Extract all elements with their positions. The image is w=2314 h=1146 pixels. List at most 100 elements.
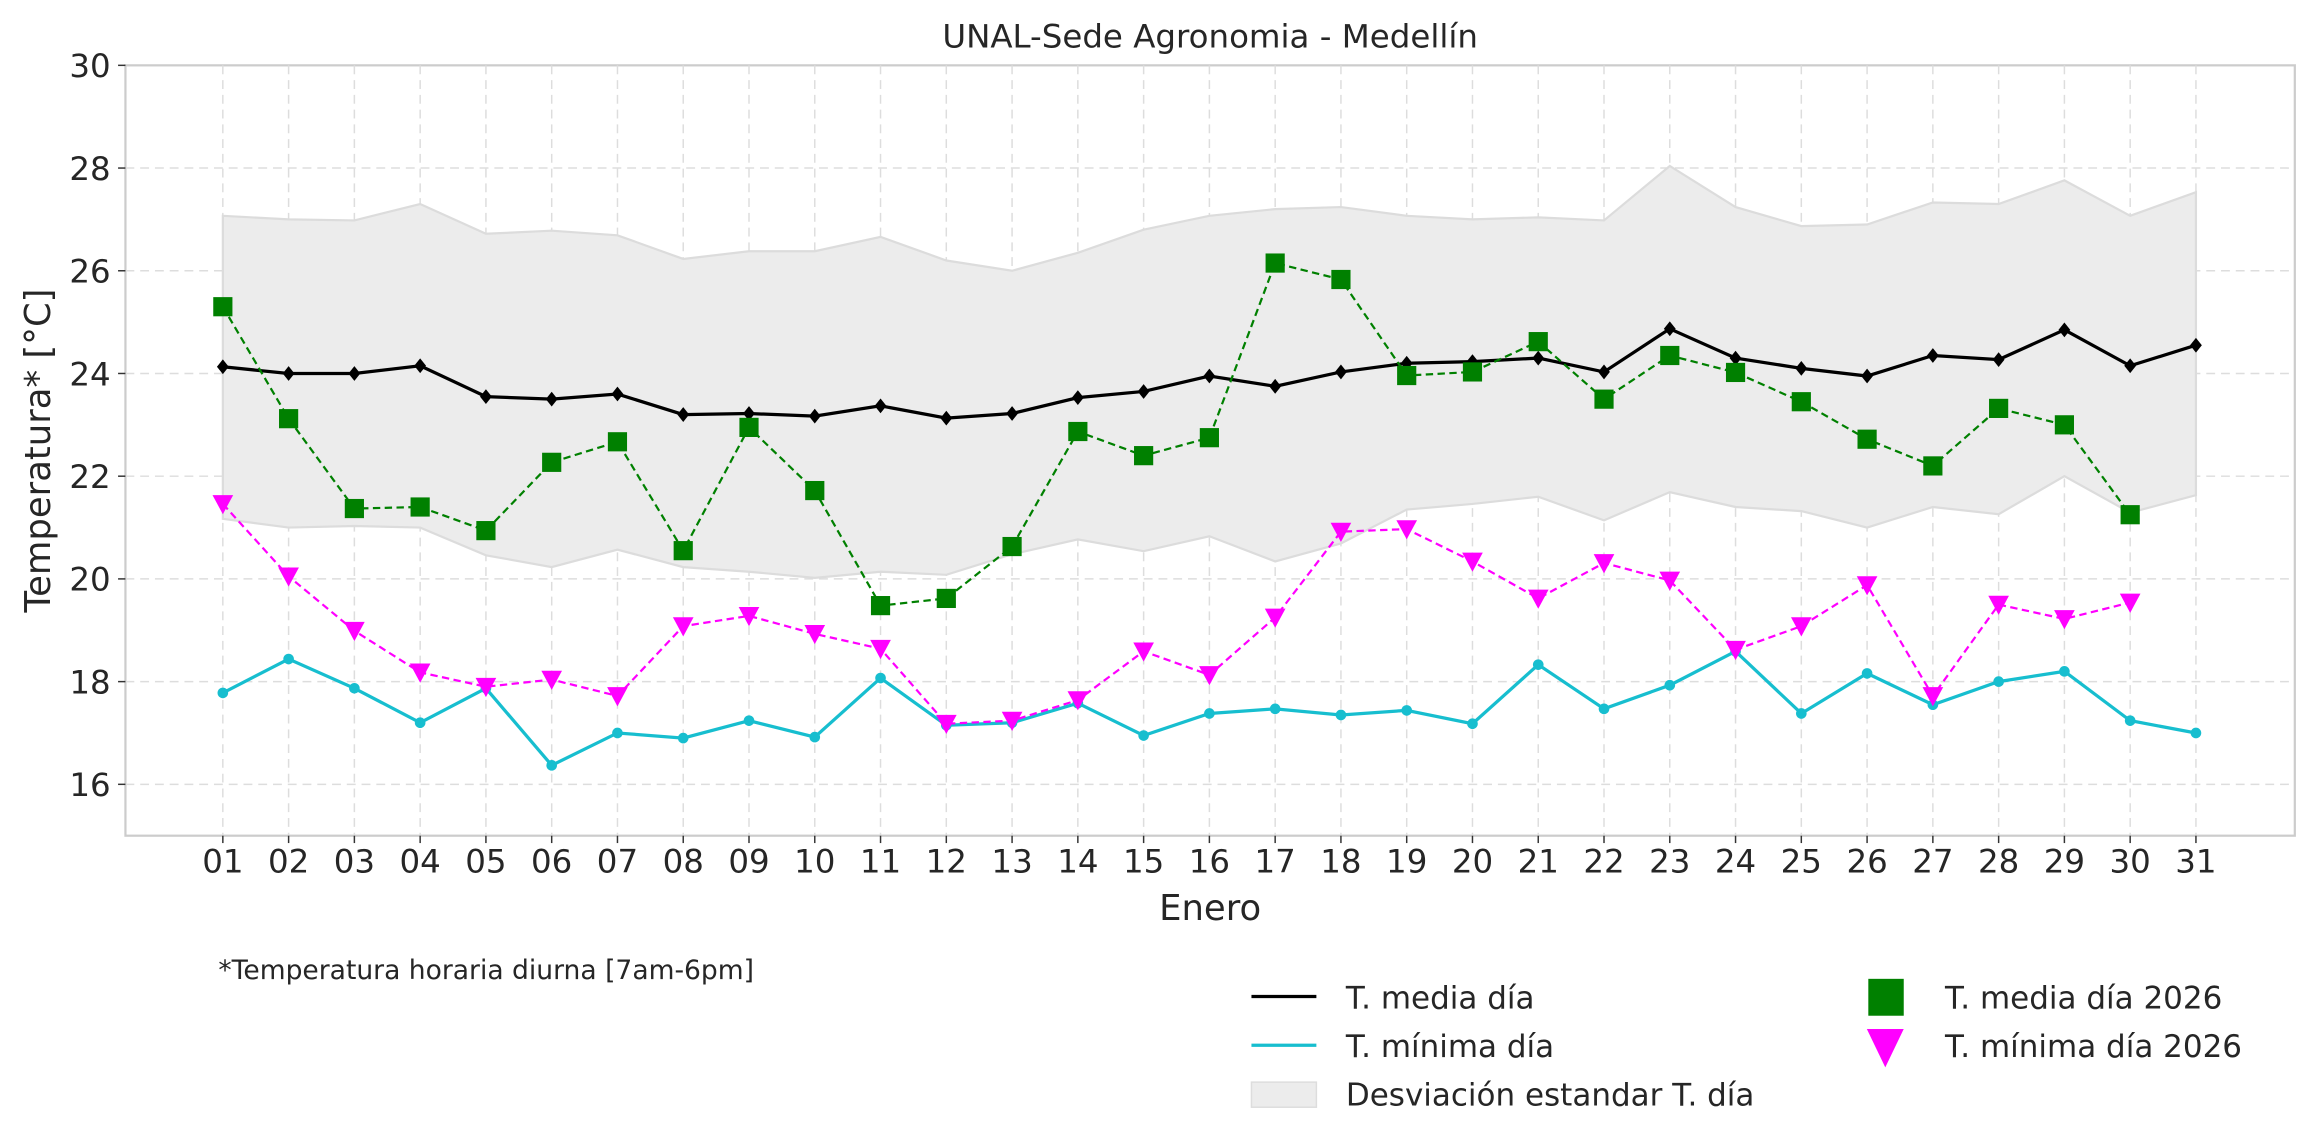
data-point-minima-2026 (1659, 571, 1681, 591)
data-point-minima (283, 653, 294, 665)
data-point-minima (875, 672, 886, 684)
data-point-minima-2026 (1199, 666, 1220, 686)
x-tick-label: 06 (531, 843, 572, 881)
data-point-media (1203, 368, 1216, 384)
data-point-media-2026 (1791, 392, 1811, 412)
x-tick-label: 22 (1583, 843, 1624, 881)
data-point-media-2026 (1265, 253, 1285, 273)
data-point-minima-2026 (1725, 640, 1746, 661)
data-point-media (677, 407, 690, 422)
y-tick-label: 18 (69, 663, 110, 701)
data-point-minima-2026 (607, 687, 628, 707)
data-point-minima-2026 (1001, 711, 1023, 731)
legend-swatch-band (1250, 1081, 1318, 1108)
y-tick-label: 22 (69, 458, 110, 496)
data-point-media-2026 (1199, 428, 1219, 448)
x-tick-label: 15 (1123, 843, 1164, 881)
x-tick-label: 30 (2110, 843, 2151, 881)
data-point-media-2026 (476, 521, 496, 541)
data-point-media (1861, 368, 1873, 384)
data-point-minima (414, 717, 426, 729)
data-point-minima-2026 (870, 639, 891, 660)
x-tick-label: 10 (794, 843, 835, 881)
y-tick-label: 26 (69, 253, 110, 291)
data-point-media-2026 (1594, 389, 1614, 409)
data-point-minima (1401, 705, 1413, 716)
data-point-minima (1664, 679, 1676, 691)
data-point-minima-2026 (1988, 595, 2009, 615)
x-tick-label: 31 (2175, 843, 2216, 881)
data-point-minima-2026 (1790, 617, 1812, 637)
x-tick-label: 19 (1386, 843, 1427, 881)
legend-label-band: Desviación estandar T. día (1346, 1078, 1755, 1114)
data-point-media-2026 (805, 480, 825, 501)
data-point-minima-2026 (1856, 576, 1878, 596)
data-point-minima (1861, 668, 1873, 679)
x-tick-label: 08 (663, 843, 704, 881)
legend-label-media-2026: T. media día 2026 (1944, 980, 2222, 1016)
data-point-media (1335, 364, 1347, 380)
data-point-media (2190, 337, 2202, 353)
data-point-minima (1335, 709, 1347, 721)
y-tick-label: 28 (69, 150, 110, 188)
footnote: *Temperatura horaria diurna [7am-6pm] (218, 955, 754, 986)
legend-item-band[interactable]: Desviación estandar T. día (1250, 1078, 1755, 1114)
legend-item-minima-2026[interactable]: T. mínima día 2026 (1866, 1029, 2242, 1068)
data-point-minima-2026 (672, 617, 694, 637)
data-point-media-2026 (1528, 332, 1548, 352)
legend: T. media día T. mínima día Desviación es… (1250, 978, 2242, 1114)
data-point-minima (1532, 659, 1544, 670)
data-point-minima-2026 (1264, 608, 1286, 628)
x-tick-label: 17 (1255, 843, 1296, 881)
legend-item-media-2026[interactable]: T. media día 2026 (1868, 978, 2222, 1017)
data-point-media (1992, 352, 2005, 367)
data-point-minima (809, 731, 821, 743)
y-tick-label: 20 (69, 561, 110, 599)
data-point-minima (1993, 676, 2004, 687)
data-point-minima-2026 (2054, 610, 2075, 630)
data-point-minima (1467, 718, 1478, 730)
data-point-media (940, 410, 953, 426)
data-point-media-2026 (1462, 362, 1483, 382)
data-point-minima (743, 715, 755, 726)
data-point-media-2026 (1989, 398, 2009, 418)
data-point-media (808, 408, 821, 424)
x-tick-label: 05 (465, 843, 506, 881)
data-point-media-2026 (1134, 446, 1154, 466)
x-axis-label: Enero (1159, 888, 1261, 929)
x-tick-label: 26 (1846, 843, 1887, 881)
data-point-media-2026 (936, 588, 956, 609)
legend-item-minima[interactable]: T. mínima día (1251, 1029, 1554, 1065)
data-point-minima-2026 (935, 714, 957, 735)
data-point-minima-2026 (738, 607, 760, 627)
x-tick-label: 04 (400, 843, 441, 881)
series-layer (212, 253, 2202, 771)
data-point-minima (2190, 727, 2202, 739)
x-tick-label: 03 (334, 843, 375, 881)
legend-label-minima-2026: T. mínima día 2026 (1944, 1029, 2242, 1065)
x-tick-label: 02 (268, 843, 309, 881)
x-tick-label: 12 (926, 843, 967, 881)
data-point-minima (2059, 666, 2070, 677)
y-axis: 16 18 20 22 24 26 28 30 (69, 47, 126, 804)
x-tick-label: 16 (1189, 843, 1230, 881)
data-point-media (1071, 390, 1084, 405)
data-point-media-2026 (542, 452, 562, 472)
data-point-media-2026 (1331, 269, 1351, 290)
data-point-minima-2026 (1462, 552, 1483, 572)
data-point-minima (217, 687, 229, 699)
data-point-minima (2124, 715, 2136, 726)
data-point-media-2026 (1725, 362, 1746, 383)
data-point-minima-2026 (1527, 589, 1549, 609)
legend-label-media: T. media día (1345, 980, 1535, 1016)
data-point-minima-2026 (1067, 691, 1089, 711)
data-point-media-2026 (1660, 345, 1680, 366)
legend-item-media[interactable]: T. media día (1251, 980, 1534, 1016)
y-tick-label: 24 (69, 355, 110, 393)
x-tick-label: 27 (1912, 843, 1953, 881)
legend-label-minima: T. mínima día (1345, 1029, 1554, 1065)
data-point-media (611, 386, 624, 402)
data-point-minima (1138, 730, 1149, 741)
data-point-minima-2026 (1133, 642, 1154, 662)
